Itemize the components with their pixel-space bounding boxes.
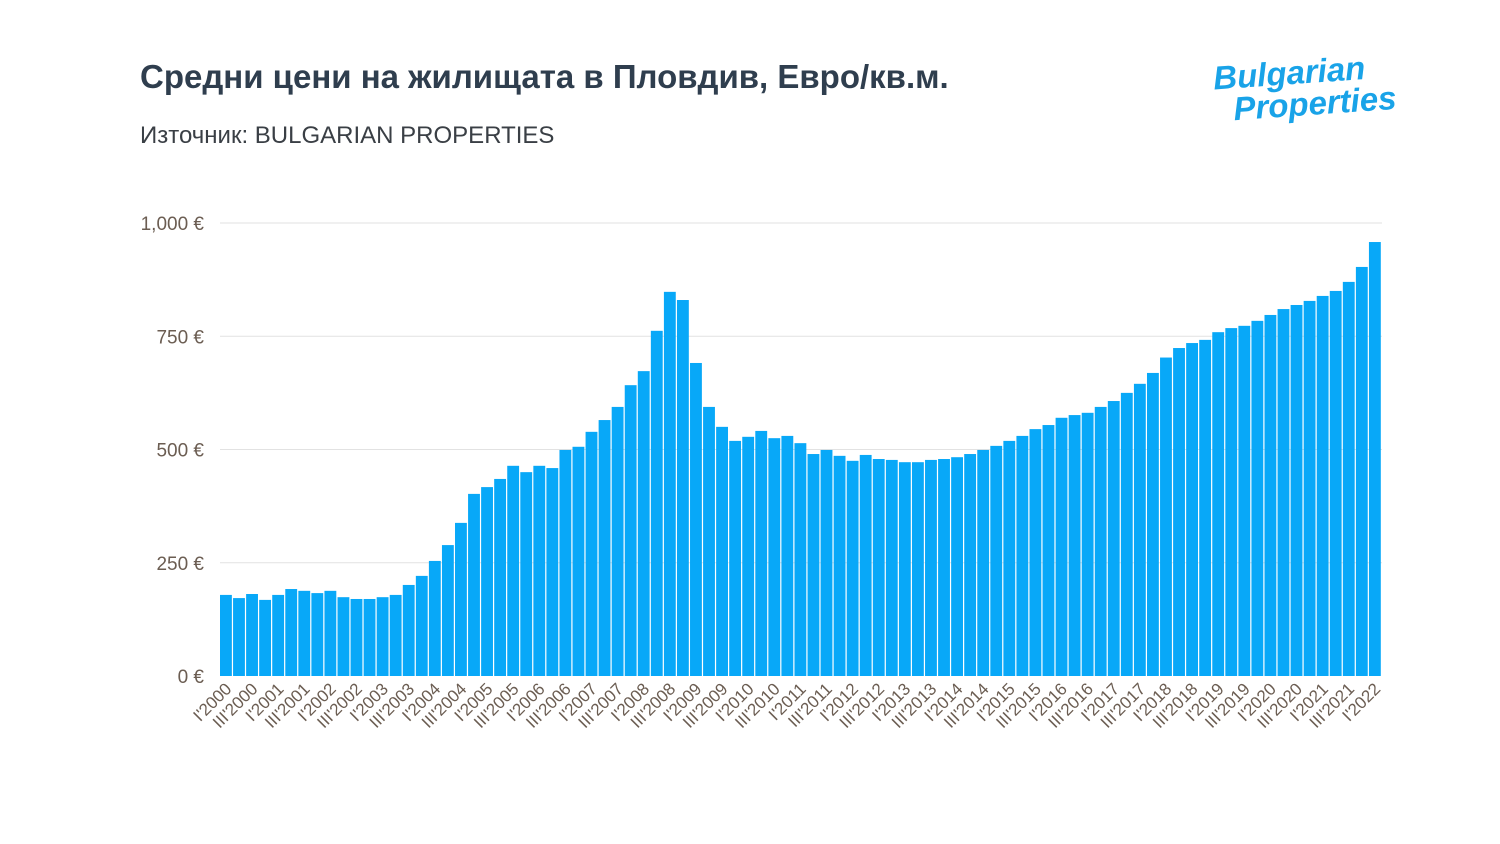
bar bbox=[637, 371, 650, 676]
bar bbox=[1146, 372, 1159, 676]
bar bbox=[376, 597, 389, 676]
bar bbox=[977, 449, 990, 676]
bar bbox=[468, 493, 480, 676]
bar bbox=[220, 594, 232, 676]
bar bbox=[1003, 440, 1016, 676]
bar bbox=[1342, 281, 1355, 676]
bar bbox=[441, 545, 454, 676]
bar bbox=[951, 457, 964, 676]
bar bbox=[1133, 383, 1146, 676]
bar bbox=[455, 522, 467, 676]
bar bbox=[1120, 392, 1133, 676]
bar bbox=[833, 455, 846, 676]
bar bbox=[624, 385, 637, 676]
bar bbox=[938, 459, 950, 676]
bar bbox=[1042, 425, 1055, 676]
chart-subtitle: Източник: BULGARIAN PROPERTIES bbox=[140, 122, 555, 149]
bar bbox=[807, 454, 820, 676]
bar bbox=[925, 459, 937, 676]
bar bbox=[742, 436, 755, 676]
bar bbox=[1094, 406, 1107, 676]
bar bbox=[1264, 314, 1277, 676]
bar bbox=[663, 291, 676, 676]
bar bbox=[533, 465, 546, 676]
bar bbox=[1173, 348, 1185, 676]
bar bbox=[872, 459, 885, 676]
bar bbox=[1016, 435, 1029, 676]
bar bbox=[1277, 309, 1290, 676]
bar bbox=[285, 589, 298, 676]
bar bbox=[911, 462, 924, 676]
bar bbox=[676, 300, 689, 676]
bar bbox=[1107, 401, 1120, 676]
bar bbox=[350, 598, 363, 676]
bar bbox=[1225, 328, 1238, 676]
bar bbox=[650, 330, 663, 676]
bulgarian-properties-logo: Bulgarian Properties bbox=[1212, 50, 1398, 125]
bar bbox=[1029, 429, 1042, 676]
y-tick-label: 500 € bbox=[156, 441, 204, 462]
bar bbox=[1238, 325, 1251, 676]
bar bbox=[494, 478, 507, 676]
bar bbox=[324, 590, 337, 676]
bar bbox=[1355, 266, 1368, 676]
bar bbox=[259, 599, 272, 676]
bar bbox=[1329, 290, 1342, 676]
bar bbox=[1316, 295, 1329, 676]
bar bbox=[755, 430, 768, 676]
y-tick-label: 1,000 € bbox=[141, 214, 205, 235]
bar bbox=[781, 435, 794, 676]
bar bbox=[768, 438, 781, 676]
bar bbox=[820, 449, 833, 676]
bar bbox=[690, 362, 702, 676]
bar bbox=[716, 426, 728, 676]
bar bbox=[1212, 332, 1225, 676]
bar bbox=[990, 445, 1003, 676]
bar bbox=[233, 598, 245, 676]
bar bbox=[1290, 304, 1303, 676]
bar bbox=[559, 449, 572, 676]
y-tick-label: 0 € bbox=[178, 667, 205, 688]
chart-title: Средни цени на жилищата в Пловдив, Евро/… bbox=[140, 58, 949, 95]
bar bbox=[389, 594, 402, 676]
bar bbox=[1251, 320, 1264, 676]
bar bbox=[1199, 339, 1212, 676]
bar bbox=[272, 594, 285, 676]
y-tick-label: 750 € bbox=[156, 327, 204, 348]
y-tick-label: 250 € bbox=[156, 554, 204, 575]
bar bbox=[546, 468, 559, 676]
bar bbox=[1081, 412, 1094, 676]
bar bbox=[1068, 415, 1081, 676]
bar bbox=[572, 446, 585, 676]
bar bbox=[1160, 357, 1172, 676]
bar bbox=[859, 454, 872, 676]
bar bbox=[298, 590, 311, 676]
bar bbox=[428, 560, 441, 676]
bar bbox=[246, 594, 258, 676]
bar bbox=[311, 593, 324, 676]
bar bbox=[337, 597, 350, 676]
bar bbox=[363, 598, 376, 676]
bar bbox=[481, 487, 493, 676]
bar bbox=[520, 472, 533, 676]
bar bbox=[611, 406, 624, 676]
bar bbox=[402, 584, 415, 676]
bar bbox=[964, 454, 977, 676]
bar bbox=[729, 440, 742, 676]
bar bbox=[885, 459, 898, 676]
bar bbox=[898, 462, 911, 676]
bar bbox=[846, 460, 859, 676]
bar bbox=[415, 575, 428, 676]
bar bbox=[1186, 343, 1199, 676]
bar bbox=[598, 420, 611, 676]
bar bbox=[794, 443, 807, 676]
bar bbox=[585, 431, 598, 676]
bar bbox=[1368, 242, 1381, 676]
bar bbox=[703, 406, 715, 676]
bar bbox=[507, 465, 520, 676]
bar bbox=[1303, 300, 1316, 676]
bar bbox=[1055, 417, 1068, 676]
